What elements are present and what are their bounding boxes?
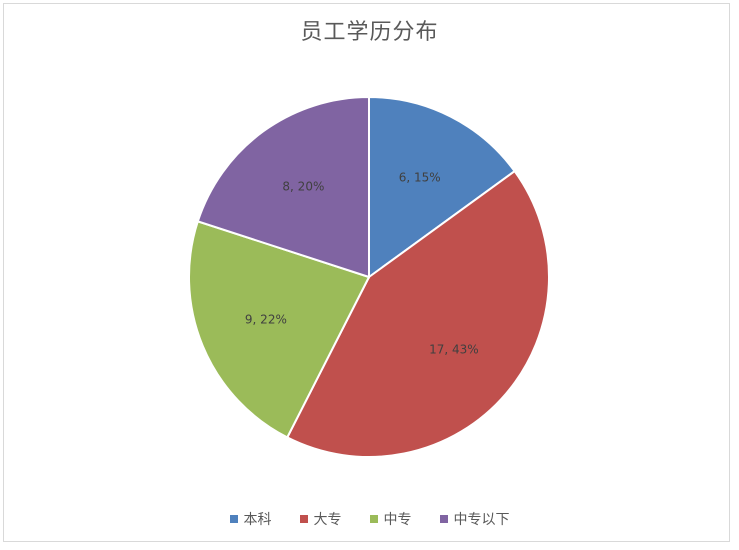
legend-label: 本科 [243,512,272,528]
pie-slice-2 [285,169,550,458]
chart-title: 员工学历分布 [300,20,439,45]
legend-item-3: 中专 [369,509,412,529]
data-label-4: 8, 20% [282,180,324,194]
data-label-1: 6, 15% [399,171,441,185]
data-label-3: 9, 22% [245,313,287,327]
pie-slice-4 [196,95,370,279]
pie-slice-1 [368,95,517,279]
legend-label: 中专 [383,512,412,528]
legend-item-1: 本科 [229,509,272,529]
data-label-2: 17, 43% [429,342,479,356]
legend-swatch [299,515,308,523]
legend-item-2: 大专 [299,509,342,529]
legend-swatch [369,515,378,523]
legend-label: 中专以下 [453,512,510,528]
pie-slices [188,95,550,458]
legend-label: 大专 [313,512,342,528]
pie-labels: 6, 15% 17, 43% 9, 22% 8, 20% [245,171,479,357]
legend-swatch [439,515,448,523]
pie-slice-3 [188,220,371,439]
chart-legend: 本科 大专 中专 中专以下 [0,509,739,529]
legend-item-4: 中专以下 [439,509,510,529]
legend-swatch [229,515,238,523]
